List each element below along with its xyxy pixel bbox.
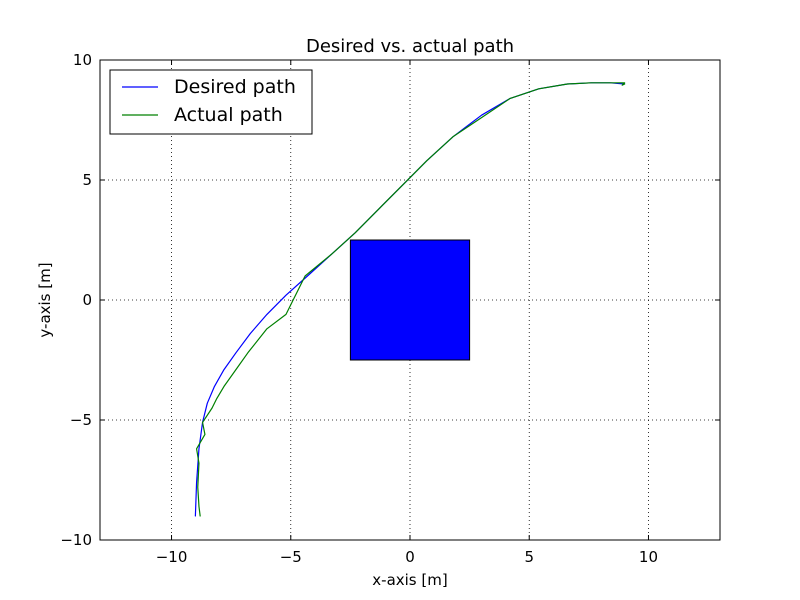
x-tick-label: 5: [524, 548, 534, 566]
x-axis-title: x-axis [m]: [372, 571, 447, 589]
chart-title: Desired vs. actual path: [306, 36, 514, 57]
y-tick-label: −5: [70, 411, 92, 429]
x-tick-label: −10: [156, 548, 188, 566]
y-tick-label: 10: [73, 51, 92, 69]
series-line-actual: [195, 82, 626, 517]
legend: Desired path Actual path: [109, 69, 313, 135]
x-tick-label: 10: [639, 548, 658, 566]
y-tick-label: 5: [82, 171, 92, 189]
legend-label-desired: Desired path: [174, 76, 296, 98]
axis-ticks: −10 −5 0 5 10 −10 −5 0 5 10: [60, 51, 720, 566]
y-tick-label: 0: [82, 291, 92, 309]
obstacle-layer: [349, 239, 471, 361]
y-tick-label: −10: [60, 531, 92, 549]
x-tick-label: −5: [280, 548, 302, 566]
x-tick-label: 0: [405, 548, 415, 566]
legend-label-actual: Actual path: [174, 104, 283, 126]
legend-box: [109, 69, 313, 135]
obstacle-rectangle: [349, 239, 471, 361]
y-axis-title: y-axis [m]: [36, 262, 54, 337]
series-layer: [194, 82, 626, 517]
